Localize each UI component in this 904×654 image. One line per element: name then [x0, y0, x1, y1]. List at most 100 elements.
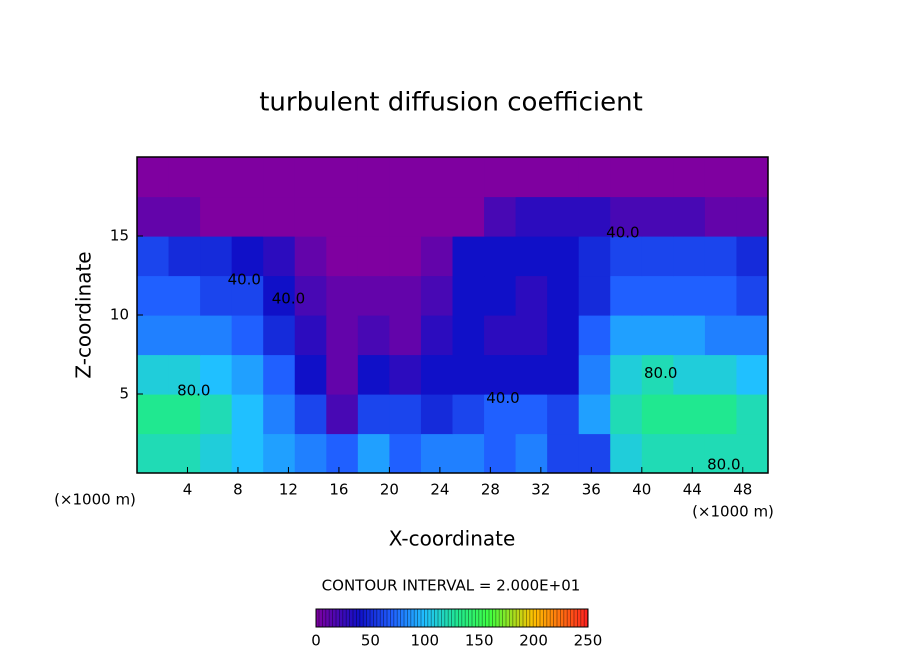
cell: [641, 315, 674, 356]
colorbar-tick-label: 150: [465, 632, 494, 650]
cell: [294, 196, 327, 237]
cell: [357, 236, 390, 277]
cell: [484, 275, 517, 316]
cell: [578, 394, 611, 435]
x-tick-label: 48: [733, 481, 752, 499]
x-axis-label: X-coordinate: [389, 527, 516, 551]
cell: [547, 354, 580, 395]
contour-interval: CONTOUR INTERVAL = 2.000E+01: [322, 577, 581, 595]
x-unit: (×1000 m): [692, 503, 774, 521]
cell: [263, 157, 296, 198]
cell: [736, 433, 768, 473]
cell: [515, 236, 548, 277]
cell: [389, 433, 422, 473]
cell: [673, 196, 706, 237]
cell: [137, 157, 170, 198]
colorbar-tick-label: 250: [574, 632, 603, 650]
cell: [452, 236, 485, 277]
contour-label: 80.0: [644, 364, 677, 382]
cell: [547, 196, 580, 237]
cell: [357, 157, 390, 198]
cell: [736, 354, 768, 395]
x-tick-label: 20: [380, 481, 399, 499]
cell: [168, 236, 201, 277]
cell: [326, 433, 359, 473]
cell: [673, 275, 706, 316]
cell: [168, 354, 201, 395]
x-tick-label: 28: [481, 481, 500, 499]
cell: [578, 236, 611, 277]
y-axis-label: Z-coordinate: [72, 251, 96, 378]
cell: [452, 433, 485, 473]
cell: [137, 236, 170, 277]
cell: [736, 315, 768, 356]
cell: [326, 394, 359, 435]
cell: [326, 275, 359, 316]
cell: [484, 236, 517, 277]
cell: [420, 354, 454, 395]
cell: [673, 315, 706, 356]
cell: [484, 196, 517, 237]
field: 40.0 80.0 80.0 40.0 40.0 80.0 40.0: [137, 157, 768, 473]
cell: [137, 275, 170, 316]
cell: [168, 394, 201, 435]
x-tick-label: 44: [683, 481, 702, 499]
cell: [389, 394, 422, 435]
cell: [704, 275, 738, 316]
cell: [326, 236, 359, 277]
cell: [610, 315, 643, 356]
cell: [452, 315, 485, 356]
cell: [484, 315, 517, 356]
cell: [578, 157, 611, 198]
cell: [168, 196, 201, 237]
cell: [704, 433, 738, 473]
cell: [137, 196, 170, 237]
cell: [294, 433, 327, 473]
cell: [200, 433, 233, 473]
contour-label: 80.0: [177, 381, 210, 399]
cell: [294, 315, 327, 356]
cell: [263, 236, 296, 277]
cell: [704, 196, 738, 237]
cell: [515, 433, 548, 473]
cell: [168, 433, 201, 473]
cell: [484, 157, 517, 198]
cell: [704, 354, 738, 395]
cell: [231, 275, 264, 316]
cell: [515, 157, 548, 198]
cell: [578, 196, 611, 237]
x-tick-label: 24: [430, 481, 449, 499]
chart-title: turbulent diffusion coefficient: [259, 88, 643, 118]
y-tick-label: 10: [110, 306, 129, 324]
cell: [610, 354, 643, 395]
cell: [294, 236, 327, 277]
cell: [231, 157, 264, 198]
cell: [263, 433, 296, 473]
cell: [610, 236, 643, 277]
cell: [515, 196, 548, 237]
contour-label: 40.0: [606, 223, 639, 241]
contour-label: 40.0: [486, 389, 519, 407]
cell: [452, 196, 485, 237]
cell: [515, 394, 548, 435]
cell: [673, 433, 706, 473]
x-tick-label: 40: [632, 481, 651, 499]
cell: [547, 236, 580, 277]
cell: [326, 157, 359, 198]
cell: [610, 433, 643, 473]
cell: [610, 157, 643, 198]
cell: [231, 236, 264, 277]
cell: [263, 315, 296, 356]
cell: [736, 236, 768, 277]
cell: [263, 394, 296, 435]
cell: [547, 275, 580, 316]
cell: [704, 315, 738, 356]
cell: [420, 196, 454, 237]
cell: [357, 315, 390, 356]
cell: [673, 354, 706, 395]
x-tick-label: 8: [233, 481, 243, 499]
cell: [641, 394, 674, 435]
cell: [294, 394, 327, 435]
cell: [420, 157, 454, 198]
